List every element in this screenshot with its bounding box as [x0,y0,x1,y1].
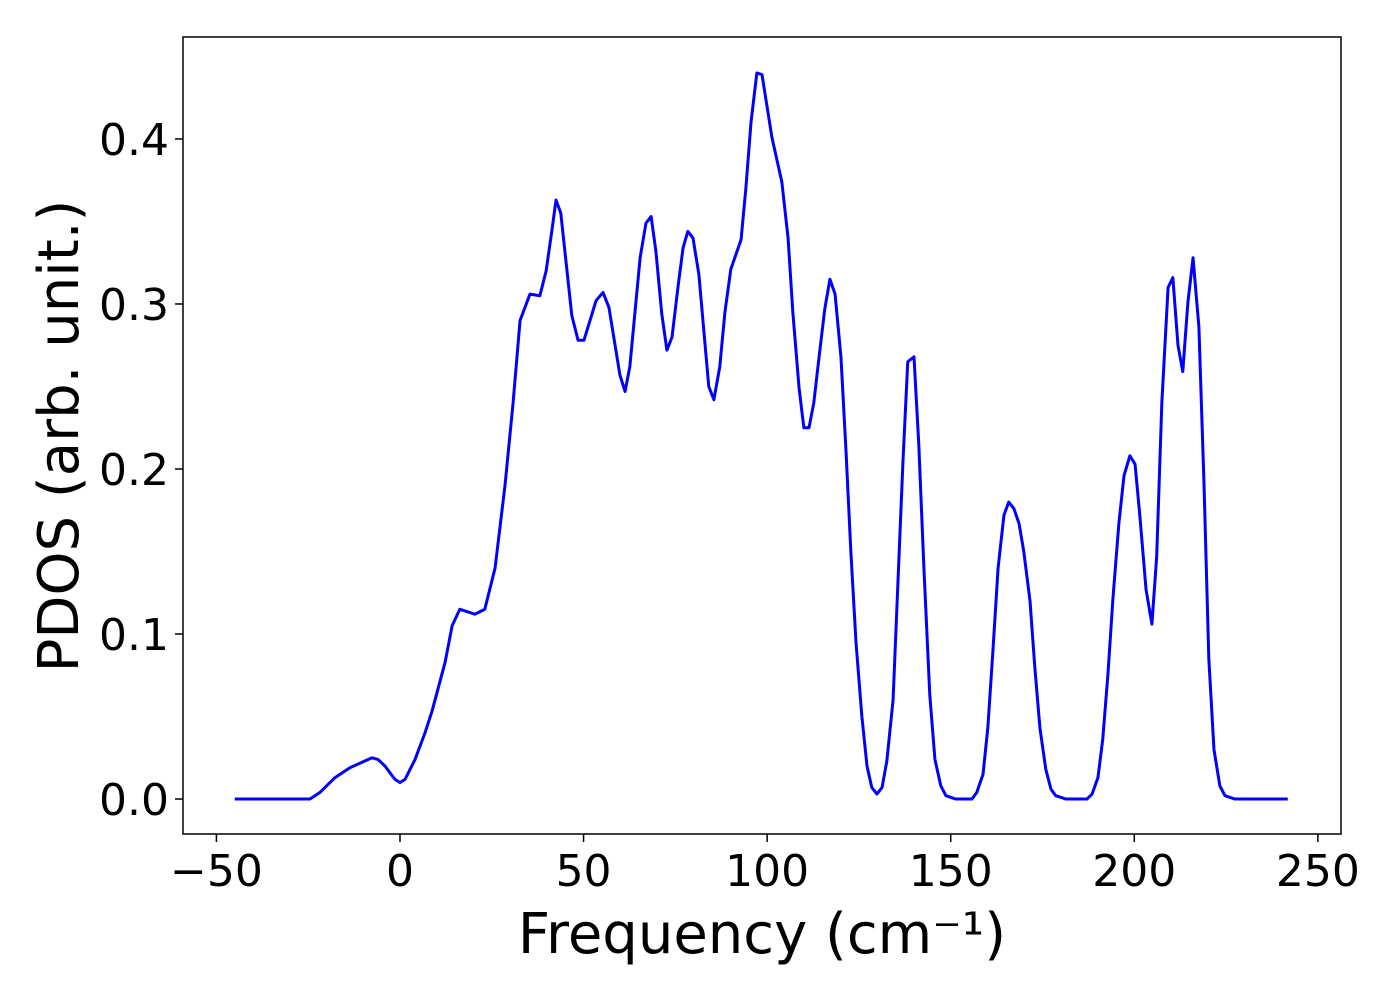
x-tick-label: −50 [170,846,263,897]
x-tick-label: 250 [1276,846,1360,897]
y-tick-label: 0.0 [99,775,169,826]
x-axis-label: Frequency (cm⁻¹) [518,902,1006,967]
y-axis-label: PDOS (arb. unit.) [27,200,92,673]
x-tick-label: 100 [725,846,809,897]
x-tick-label: 50 [556,846,612,897]
y-tick-label: 0.2 [99,445,169,496]
line [234,71,1288,801]
y-tick-label: 0.4 [99,115,169,166]
y-tick-label: 0.1 [99,610,169,661]
y-tick-label: 0.3 [99,280,169,331]
x-tick-label: 200 [1092,846,1176,897]
x-tick-label: 150 [909,846,993,897]
plot-frame [182,36,1342,835]
x-tick-label: 0 [386,846,414,897]
